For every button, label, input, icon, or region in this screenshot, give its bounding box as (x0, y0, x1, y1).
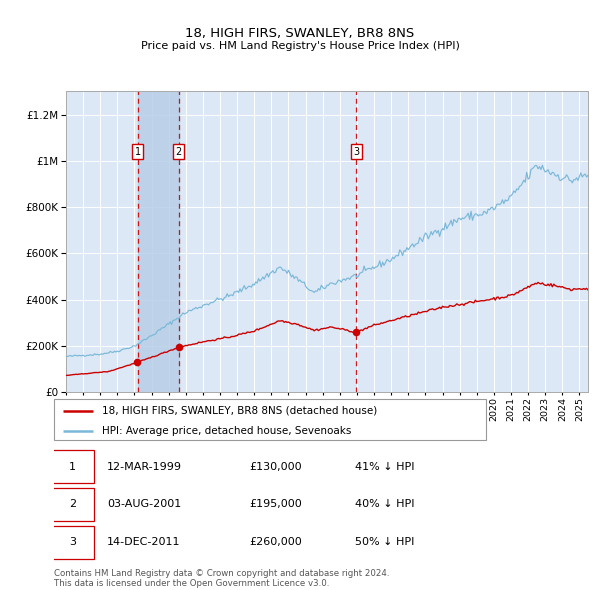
Text: Price paid vs. HM Land Registry's House Price Index (HPI): Price paid vs. HM Land Registry's House … (140, 41, 460, 51)
Bar (138, 91, 179, 392)
Text: 50% ↓ HPI: 50% ↓ HPI (355, 537, 415, 547)
FancyBboxPatch shape (52, 488, 94, 521)
Text: 18, HIGH FIRS, SWANLEY, BR8 8NS: 18, HIGH FIRS, SWANLEY, BR8 8NS (185, 27, 415, 40)
Text: 2: 2 (69, 500, 76, 509)
Text: 40% ↓ HPI: 40% ↓ HPI (355, 500, 415, 509)
Text: £195,000: £195,000 (250, 500, 302, 509)
Text: 14-DEC-2011: 14-DEC-2011 (107, 537, 181, 547)
Text: 18, HIGH FIRS, SWANLEY, BR8 8NS (detached house): 18, HIGH FIRS, SWANLEY, BR8 8NS (detache… (101, 406, 377, 416)
FancyBboxPatch shape (52, 526, 94, 559)
Text: 3: 3 (69, 537, 76, 547)
Text: 2: 2 (176, 147, 182, 156)
FancyBboxPatch shape (52, 450, 94, 483)
Text: 1: 1 (134, 147, 141, 156)
Text: £260,000: £260,000 (250, 537, 302, 547)
FancyBboxPatch shape (54, 399, 486, 440)
Text: £130,000: £130,000 (250, 462, 302, 471)
Text: 12-MAR-1999: 12-MAR-1999 (107, 462, 182, 471)
Text: 3: 3 (353, 147, 359, 156)
Text: 1: 1 (69, 462, 76, 471)
Text: HPI: Average price, detached house, Sevenoaks: HPI: Average price, detached house, Seve… (101, 426, 351, 436)
Text: 03-AUG-2001: 03-AUG-2001 (107, 500, 181, 509)
Text: Contains HM Land Registry data © Crown copyright and database right 2024.
This d: Contains HM Land Registry data © Crown c… (54, 569, 389, 588)
Text: 41% ↓ HPI: 41% ↓ HPI (355, 462, 415, 471)
